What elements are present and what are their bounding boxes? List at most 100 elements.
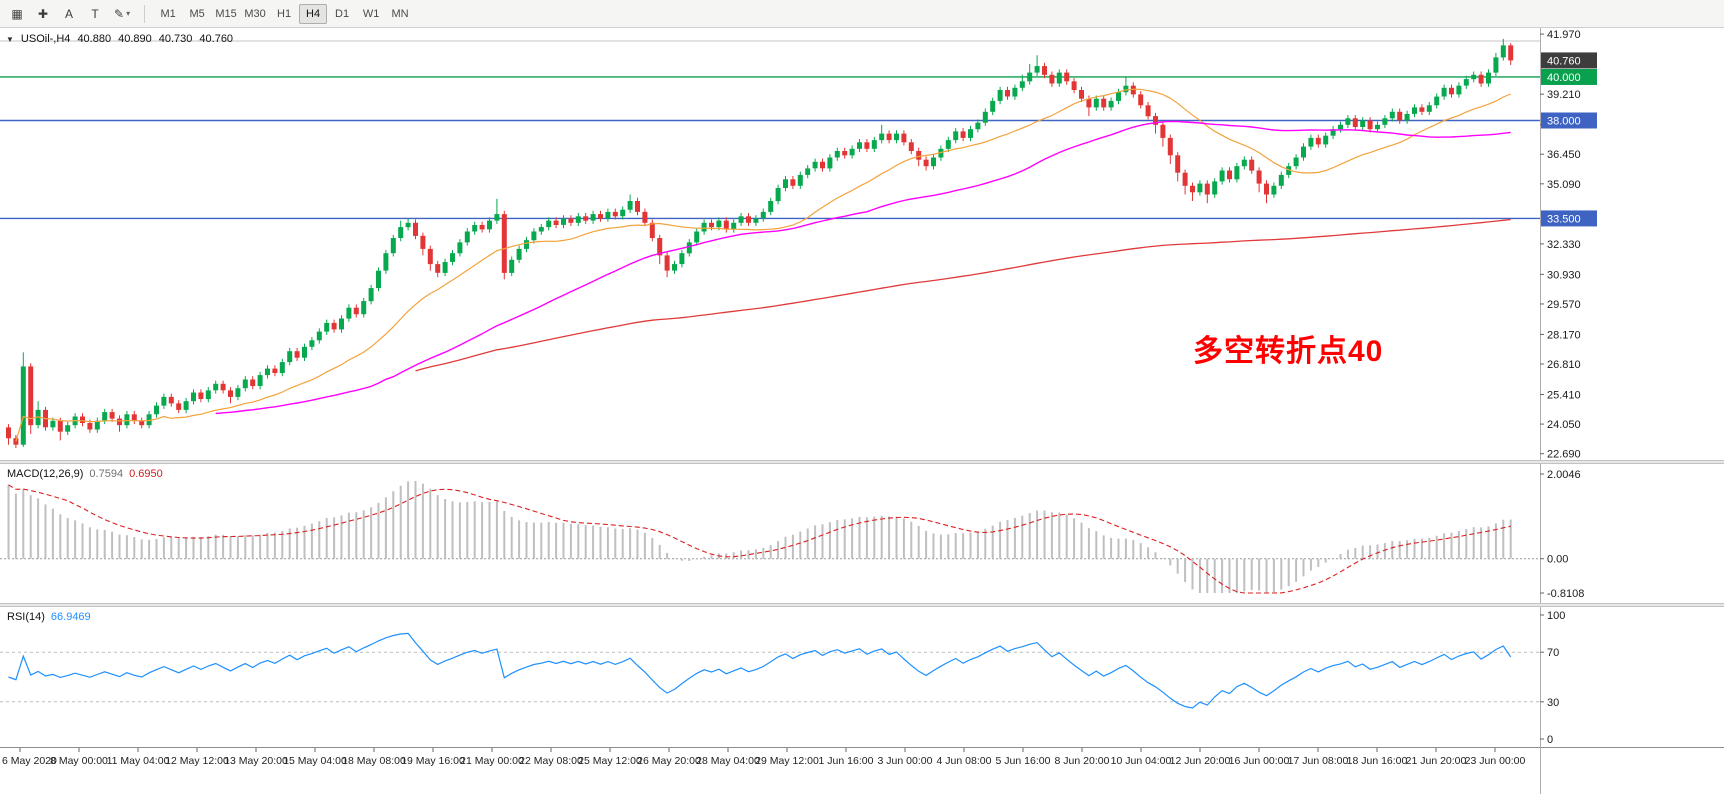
time-label: 5 Jun 16:00 bbox=[996, 755, 1051, 767]
time-label: 22 May 08:00 bbox=[519, 755, 583, 767]
price-badge-label: 40.760 bbox=[1547, 55, 1581, 67]
timeframe-h4-button[interactable]: H4 bbox=[299, 3, 328, 24]
price-badge-label: 38.000 bbox=[1547, 115, 1581, 127]
price-badge-label: 40.000 bbox=[1547, 72, 1581, 84]
price-tick-label: 41.970 bbox=[1547, 29, 1581, 41]
time-label: 19 May 16:00 bbox=[401, 755, 465, 767]
timeframe-m30-button[interactable]: M30 bbox=[241, 4, 269, 24]
price-tick-label: 26.810 bbox=[1547, 359, 1581, 371]
macd-canvas[interactable]: 2.0046 0.00 -0.8108 bbox=[0, 464, 1724, 603]
time-label: 1 Jun 16:00 bbox=[819, 755, 874, 767]
timeframe-m5-button[interactable]: M5 bbox=[183, 4, 211, 24]
time-label: 3 Jun 00:00 bbox=[878, 755, 933, 767]
macd-scale-label: 2.0046 bbox=[1547, 469, 1581, 481]
price-tick-label: 30.930 bbox=[1547, 269, 1581, 281]
time-label: 17 Jun 08:00 bbox=[1288, 755, 1349, 767]
macd-scale-label: 0.00 bbox=[1547, 554, 1568, 566]
time-label: 12 Jun 20:00 bbox=[1170, 755, 1231, 767]
price-tick-label: 39.210 bbox=[1547, 89, 1581, 101]
timeframe-w1-button[interactable]: W1 bbox=[357, 4, 385, 24]
time-label: 18 May 08:00 bbox=[342, 755, 406, 767]
time-label: 16 Jun 00:00 bbox=[1229, 755, 1290, 767]
time-label: 25 May 12:00 bbox=[578, 755, 642, 767]
ohlc-low: 40.730 bbox=[158, 33, 193, 45]
macd-signal-line bbox=[8, 484, 1511, 594]
main-chart-canvas[interactable]: 41.97039.21037.81036.45035.09032.33030.9… bbox=[0, 28, 1724, 460]
price-badge bbox=[1541, 112, 1597, 129]
rsi-value: 66.9469 bbox=[50, 611, 91, 623]
chart-window-button[interactable]: ▦ bbox=[5, 3, 29, 25]
price-badge bbox=[1541, 52, 1597, 69]
time-label: 8 Jun 20:00 bbox=[1055, 755, 1110, 767]
timeframe-mn-button[interactable]: MN bbox=[386, 4, 414, 24]
text-label-button[interactable]: T bbox=[83, 3, 107, 25]
panel-resize-handle[interactable] bbox=[0, 603, 1724, 607]
timeframe-d1-button[interactable]: D1 bbox=[328, 4, 356, 24]
toolbar: ▦ ✚ A T ✎ ▾ M1 M5 M15 M30 H1 H4 D1 W1 MN bbox=[0, 0, 1724, 28]
price-tick-label: 35.090 bbox=[1547, 179, 1581, 191]
ohlc-high: 40.890 bbox=[118, 33, 152, 45]
tool-button-group: ▦ ✚ A T ✎ ▾ bbox=[5, 3, 135, 25]
text-button[interactable]: A bbox=[57, 3, 81, 25]
ohlc-close: 40.760 bbox=[199, 33, 234, 45]
drawing-tools-button[interactable]: ✎ ▾ bbox=[109, 3, 135, 25]
rsi-scale-label: 0 bbox=[1547, 734, 1553, 746]
time-label: 21 May 00:00 bbox=[460, 755, 524, 767]
time-label: 21 Jun 20:00 bbox=[1406, 755, 1467, 767]
panel-resize-handle[interactable] bbox=[0, 460, 1724, 464]
candles bbox=[6, 38, 1514, 448]
price-tick-label: 29.570 bbox=[1547, 299, 1581, 311]
timeframe-m1-button[interactable]: M1 bbox=[154, 4, 182, 24]
ohlc-open: 40.880 bbox=[77, 33, 112, 45]
time-label: 26 May 20:00 bbox=[637, 755, 701, 767]
macd-panel: 2.0046 0.00 -0.8108 MACD(12,26,9) 0.7594 0… bbox=[0, 464, 1724, 603]
price-tick-label: 24.050 bbox=[1547, 419, 1581, 431]
time-label: 10 Jun 04:00 bbox=[1111, 755, 1172, 767]
chart-symbol-label: ▼ USOil-,H4 40.880 40.890 40.730 40.760 bbox=[6, 33, 233, 45]
moving-average-line bbox=[415, 218, 1511, 372]
price-tick-label: 28.170 bbox=[1547, 329, 1581, 341]
rsi-label: RSI(14) 66.9469 bbox=[7, 611, 91, 623]
time-label: 12 May 12:00 bbox=[165, 755, 229, 767]
time-axis[interactable]: 6 May 2020 8 May 00:00 11 May 04:00 12 May … bbox=[0, 747, 1724, 794]
time-label: 6 May 2020 bbox=[2, 755, 57, 767]
price-tick-label: 25.410 bbox=[1547, 389, 1581, 401]
time-label: 23 Jun 00:00 bbox=[1465, 755, 1526, 767]
ohlc-collapse-arrow[interactable]: ▼ bbox=[6, 34, 14, 44]
rsi-name: RSI(14) bbox=[7, 611, 45, 623]
rsi-canvas[interactable]: 100 70 30 0 bbox=[0, 607, 1724, 747]
time-label: 28 May 04:00 bbox=[696, 755, 760, 767]
moving-average-line bbox=[15, 88, 1511, 442]
crosshair-button[interactable]: ✚ bbox=[31, 3, 55, 25]
rsi-scale-label: 30 bbox=[1547, 697, 1559, 709]
price-tick-label: 36.450 bbox=[1547, 149, 1581, 161]
timeframe-m15-button[interactable]: M15 bbox=[212, 4, 240, 24]
price-badge bbox=[1541, 68, 1597, 85]
toolbar-separator bbox=[144, 4, 146, 23]
macd-histogram bbox=[7, 481, 1512, 593]
rsi-scale-label: 100 bbox=[1547, 610, 1565, 622]
price-badge-label: 33.500 bbox=[1547, 213, 1581, 225]
time-label: 18 Jun 16:00 bbox=[1347, 755, 1408, 767]
macd-label: MACD(12,26,9) 0.7594 0.6950 bbox=[7, 468, 163, 480]
macd-name: MACD(12,26,9) bbox=[7, 468, 84, 480]
time-label: 8 May 00:00 bbox=[50, 755, 108, 767]
main-chart-panel: 41.97039.21037.81036.45035.09032.33030.9… bbox=[0, 28, 1724, 460]
time-label: 29 May 12:00 bbox=[755, 755, 819, 767]
macd-scale-label: -0.8108 bbox=[1547, 588, 1584, 600]
macd-signal-value: 0.6950 bbox=[129, 468, 163, 480]
price-badge bbox=[1541, 210, 1597, 227]
time-label: 13 May 20:00 bbox=[224, 755, 288, 767]
rsi-scale-label: 70 bbox=[1547, 647, 1559, 659]
price-tick-label: 32.330 bbox=[1547, 239, 1581, 251]
price-tick-label: 22.690 bbox=[1547, 449, 1581, 460]
timeframe-h1-button[interactable]: H1 bbox=[270, 4, 298, 24]
rsi-line bbox=[8, 632, 1512, 709]
macd-main-value: 0.7594 bbox=[89, 468, 124, 480]
time-label: 15 May 04:00 bbox=[283, 755, 347, 767]
symbol-period: USOil-,H4 bbox=[20, 33, 71, 45]
time-label: 11 May 04:00 bbox=[107, 755, 170, 767]
chart-annotation[interactable]: 多空转折点40 bbox=[1193, 335, 1384, 368]
timeframe-button-group: M1 M5 M15 M30 H1 H4 D1 W1 MN bbox=[154, 3, 414, 24]
